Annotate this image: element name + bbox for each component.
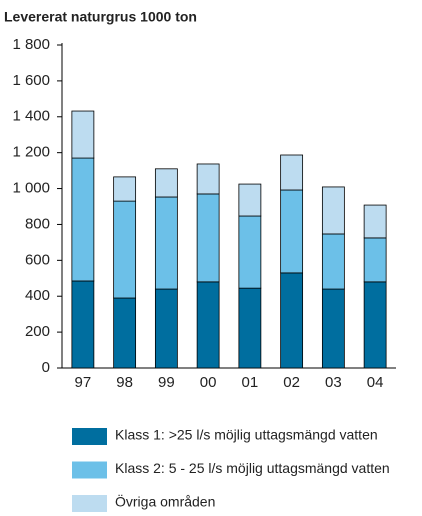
legend-swatch (72, 428, 107, 445)
bar-segment (363, 204, 387, 239)
bar-segment (154, 196, 178, 290)
y-tick-label: 600 (25, 251, 50, 268)
x-tick-label: 99 (158, 374, 175, 391)
x-tick-label: 01 (242, 374, 259, 391)
y-tick-label: 1 600 (12, 72, 50, 89)
bar-segment (196, 281, 220, 369)
bar-segment (154, 288, 178, 369)
x-tick-label: 04 (367, 374, 384, 391)
bar-segment (238, 287, 262, 369)
y-tick-label: 400 (25, 287, 50, 304)
y-tick-label: 1 800 (12, 36, 50, 53)
bar-segment (321, 186, 345, 235)
y-tick-label: 1 200 (12, 144, 50, 161)
x-tick-label: 97 (75, 374, 92, 391)
bar-segment (280, 154, 304, 191)
bar-segment (71, 157, 95, 282)
bar-segment (280, 272, 304, 369)
bar-segment (154, 168, 178, 198)
y-tick-label: 0 (42, 359, 50, 376)
legend-swatch (72, 461, 107, 479)
bar-segment (321, 288, 345, 369)
bar-segment (113, 200, 137, 299)
legend-label: Klass 1: >25 l/s möjlig uttagsmängd vatt… (115, 427, 378, 443)
bar-segment (238, 215, 262, 289)
bar-segment (321, 233, 345, 290)
legend-swatch (72, 495, 107, 512)
bar-segment (196, 163, 220, 195)
bar-segment (71, 280, 95, 369)
bar-segment (71, 110, 95, 159)
bar-segment (238, 183, 262, 217)
y-tick-label: 800 (25, 215, 50, 232)
y-tick-label: 1 000 (12, 180, 50, 197)
bar-segment (113, 176, 137, 202)
bar-segment (363, 237, 387, 283)
x-tick-label: 02 (283, 374, 300, 391)
y-tick-label: 1 400 (12, 108, 50, 125)
y-tick-label: 200 (25, 323, 50, 340)
legend-label: Övriga områden (115, 493, 215, 510)
bar-segment (280, 189, 304, 274)
x-tick-label: 98 (116, 374, 133, 391)
chart-title: Levererat naturgrus 1000 ton (4, 9, 197, 25)
bar-segment (363, 281, 387, 369)
x-tick-label: 00 (200, 374, 217, 391)
x-tick-label: 03 (325, 374, 342, 391)
legend-label: Klass 2: 5 - 25 l/s möjlig uttagsmängd v… (115, 460, 390, 476)
bar-segment (196, 193, 220, 283)
bar-segment (113, 297, 137, 369)
